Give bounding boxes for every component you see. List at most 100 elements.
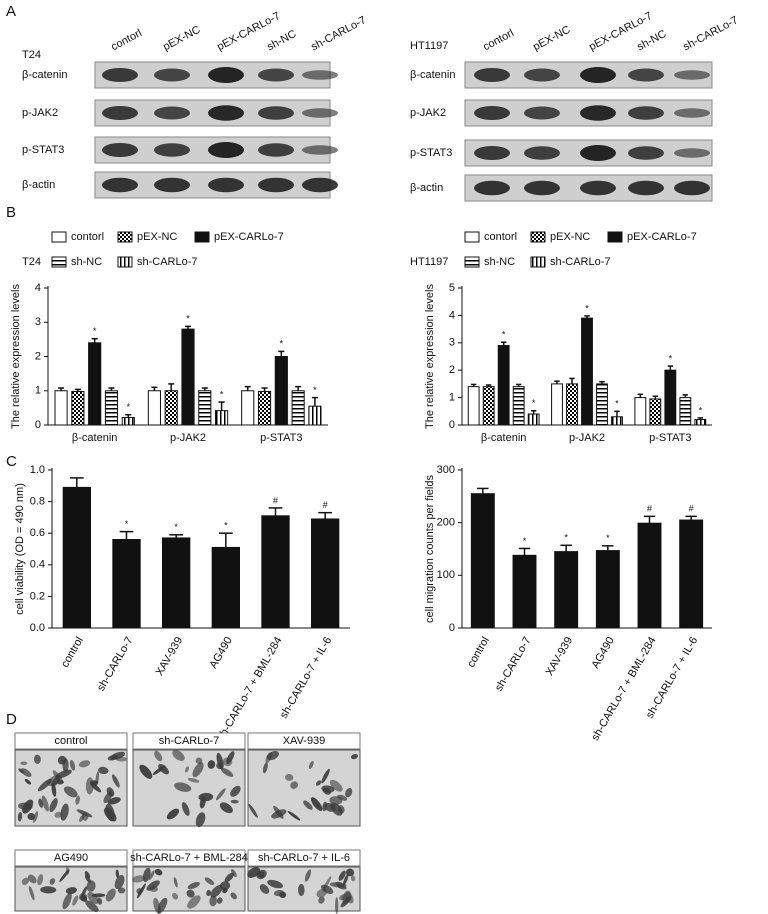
cell-blob: [350, 875, 356, 882]
cell-blob: [308, 761, 314, 769]
blot-band: [580, 67, 616, 83]
protein-label: p-STAT3: [410, 147, 452, 159]
protein-label: p-JAK2: [410, 107, 446, 119]
x-tick-label: control: [59, 635, 86, 670]
x-tick-label: XAV-939: [544, 635, 576, 678]
cell-blob: [204, 877, 215, 885]
bar: [581, 317, 593, 426]
protein-label: p-JAK2: [22, 107, 58, 119]
legend-swatch: [530, 231, 546, 243]
legend-label: contorl: [71, 231, 104, 243]
cell-blob: [210, 884, 223, 898]
cell-blob: [187, 882, 200, 890]
significance-marker: #: [323, 500, 328, 510]
cell-blob: [226, 751, 235, 765]
x-tick-label: sh-CARLo-7 + IL-6: [278, 635, 334, 721]
significance-marker: *: [125, 519, 129, 529]
cell-blob: [105, 888, 116, 902]
y-tick-label: 1: [35, 385, 41, 397]
micrograph-label: AG490: [54, 852, 88, 864]
cell-blob: [78, 892, 88, 901]
micrograph-header: [132, 732, 246, 750]
lane-label: sh-CARLo-7: [309, 14, 368, 53]
x-tick-label: AG490: [207, 635, 235, 671]
legend-swatch: [464, 256, 480, 268]
y-tick-label: 5: [449, 282, 455, 294]
protein-label: β-actin: [410, 182, 443, 194]
cell-blob: [79, 814, 85, 823]
x-tick-label: p-STAT3: [649, 432, 691, 444]
blot-band: [102, 106, 138, 120]
bar: [291, 390, 305, 426]
blot-band: [474, 68, 510, 82]
cell-blob: [345, 787, 353, 798]
cell-blob: [199, 796, 206, 809]
legend-swatch: [464, 231, 480, 243]
cell-blob: [87, 892, 99, 904]
x-tick-label: p-JAK2: [170, 432, 206, 444]
cell-blob: [207, 760, 216, 769]
cell-blob: [273, 889, 285, 897]
cell-blob: [115, 756, 127, 762]
panel-label: D: [6, 711, 17, 728]
cell-blob: [230, 892, 237, 900]
bar: [181, 328, 195, 426]
cell-blob: [337, 805, 345, 814]
cell-line-label: T24: [22, 49, 41, 61]
cell-blob: [192, 762, 204, 778]
cell-blob: [62, 892, 72, 910]
lane-label: sh-NC: [265, 28, 298, 53]
cell-blob: [49, 798, 58, 813]
cell-blob: [72, 895, 79, 906]
cell-blob: [37, 874, 44, 886]
micrograph-header: [14, 849, 128, 867]
cell-blob: [318, 896, 325, 904]
cell-blob: [256, 869, 267, 880]
cell-blob: [195, 812, 206, 828]
blot-band: [208, 105, 244, 121]
cell-blob: [114, 874, 125, 890]
micrograph-header: [247, 849, 361, 867]
blot-band: [674, 148, 710, 158]
significance-marker: #: [689, 504, 694, 514]
blot-band: [208, 142, 244, 158]
bar: [54, 390, 68, 426]
bar: [147, 390, 161, 426]
cell-blob: [262, 762, 268, 774]
cell-blob: [32, 811, 39, 823]
blot-band: [674, 180, 710, 196]
cell-blob: [57, 755, 67, 765]
bar: [164, 390, 178, 426]
bar: [308, 405, 322, 426]
blot-band: [208, 67, 244, 83]
cell-blob: [195, 757, 203, 765]
cell-blob: [153, 897, 161, 914]
cell-blob: [335, 881, 343, 886]
legend-label: contorl: [484, 231, 517, 243]
cell-blob: [54, 811, 62, 818]
cell-blob: [303, 800, 313, 810]
blot-band: [302, 145, 338, 155]
cell-blob: [206, 890, 211, 897]
protein-label: β-actin: [22, 179, 55, 191]
cell-blob: [216, 762, 224, 770]
blot-band: [674, 108, 710, 118]
cell-blob: [185, 766, 190, 773]
cell-blob: [51, 776, 60, 787]
bar: [482, 386, 495, 426]
blot-band: [524, 106, 560, 120]
bar: [497, 345, 510, 426]
blot-band: [154, 106, 190, 120]
protein-label: β-catenin: [22, 69, 67, 81]
cell-blob: [173, 877, 178, 888]
legend-label: sh-CARLo-7: [550, 256, 611, 268]
cell-blob: [98, 766, 109, 775]
micrograph-header: [132, 849, 246, 867]
cell-blob: [174, 782, 192, 792]
cell-blob: [17, 811, 23, 822]
x-tick-label: β-catenin: [481, 432, 526, 444]
legend-swatch: [117, 231, 133, 243]
x-tick-label: sh-CARLo-7: [493, 635, 534, 693]
protein-label: p-STAT3: [22, 144, 64, 156]
blot-band: [580, 145, 616, 161]
